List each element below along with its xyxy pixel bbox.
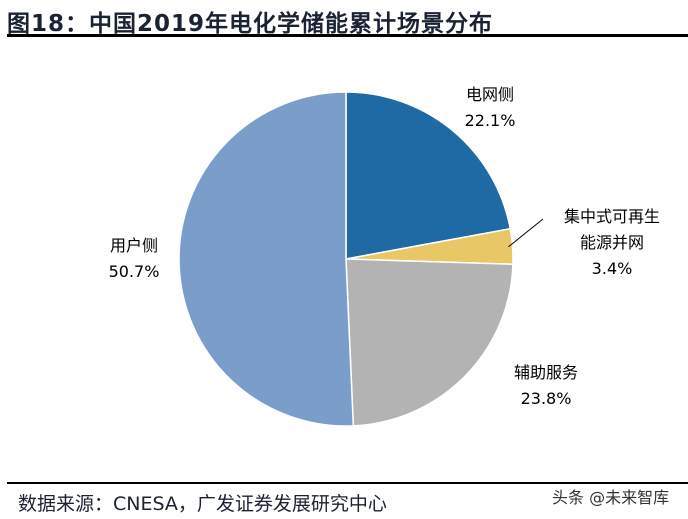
slice-value-label: 23.8% xyxy=(521,389,572,408)
slice-label: 电网侧 xyxy=(466,85,514,104)
slice-label: 辅助服务 xyxy=(514,363,578,382)
slice-value-label: 22.1% xyxy=(465,111,516,130)
pie-slice-2 xyxy=(345,258,514,427)
leader-line xyxy=(508,218,544,248)
figure-title: 图18：中国2019年电化学储能累计场景分布 xyxy=(7,11,494,37)
top-divider xyxy=(7,34,688,37)
pie-slice-3 xyxy=(178,91,355,427)
slice-value-label: 50.7% xyxy=(109,262,160,281)
source-note: 数据来源：CNESA，广发证券发展研究中心 xyxy=(18,493,387,515)
watermark: 头条 @未来智库 xyxy=(552,488,670,507)
slice-value-label: 3.4% xyxy=(592,259,633,278)
bottom-divider xyxy=(7,482,688,484)
slice-label: 用户侧 xyxy=(110,236,158,255)
pie-slice-0 xyxy=(345,91,512,260)
slice-label: 能源并网 xyxy=(580,233,644,252)
slice-label: 集中式可再生 xyxy=(564,207,660,226)
